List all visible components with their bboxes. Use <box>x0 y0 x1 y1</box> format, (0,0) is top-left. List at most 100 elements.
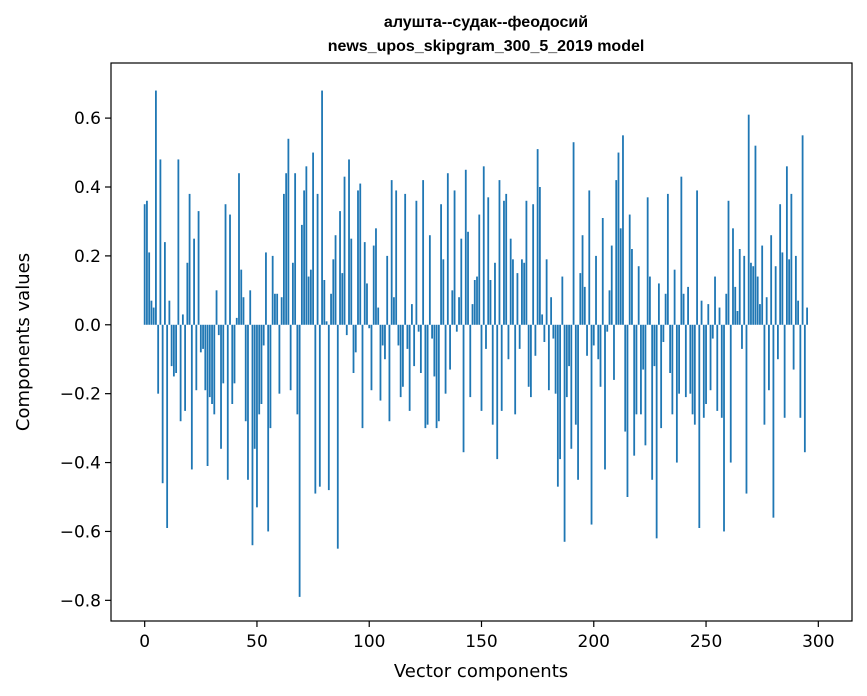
bar-5 <box>155 90 157 325</box>
bar-13 <box>172 324 175 377</box>
bar-122 <box>417 324 420 332</box>
bar-167 <box>518 324 521 349</box>
bar-117 <box>406 324 409 349</box>
bar-15 <box>177 159 180 325</box>
bar-193 <box>577 324 579 480</box>
bar-2 <box>148 252 151 325</box>
bar-178 <box>543 324 546 342</box>
bar-29 <box>208 324 211 398</box>
bar-33 <box>217 324 220 336</box>
x-tick-label: 200 <box>578 632 610 652</box>
x-axis: 0 50 100 150 200 250 300 <box>139 621 835 652</box>
bar-150 <box>480 324 483 411</box>
y-tick-label: −0.2 <box>60 385 101 405</box>
bar-144 <box>467 231 469 325</box>
bar-121 <box>415 200 418 325</box>
bar-226 <box>651 324 654 480</box>
bar-279 <box>770 235 773 325</box>
bar-61 <box>280 297 283 325</box>
bar-216 <box>628 214 631 325</box>
bar-220 <box>637 266 640 325</box>
bar-195 <box>581 235 584 325</box>
bar-131 <box>437 324 440 422</box>
y-tick-label: −0.6 <box>60 522 101 542</box>
bar-222 <box>642 324 645 370</box>
bar-215 <box>626 324 629 497</box>
bar-25 <box>199 324 202 353</box>
bar-283 <box>779 204 782 325</box>
bar-254 <box>714 276 716 325</box>
bar-47 <box>249 290 252 325</box>
bar-136 <box>449 324 451 370</box>
bar-192 <box>574 324 577 425</box>
bar-83 <box>330 293 332 325</box>
bar-101 <box>370 324 373 391</box>
bar-230 <box>660 324 663 429</box>
bar-266 <box>741 324 743 349</box>
bar-269 <box>747 114 750 325</box>
bar-111 <box>393 297 395 325</box>
bar-105 <box>379 324 382 401</box>
bar-14 <box>175 324 178 373</box>
bar-243 <box>689 324 692 394</box>
bar-6 <box>157 324 160 394</box>
bar-270 <box>750 262 752 325</box>
bar-17 <box>181 314 184 325</box>
bar-249 <box>702 324 705 418</box>
bar-217 <box>631 249 633 325</box>
bar-291 <box>797 300 800 325</box>
bar-194 <box>579 273 582 325</box>
bar-58 <box>274 293 276 325</box>
bar-171 <box>527 324 530 387</box>
y-axis-label: Components values <box>13 253 34 431</box>
x-axis-label: Vector components <box>394 661 568 682</box>
bar-22 <box>193 238 195 325</box>
bar-103 <box>375 228 377 325</box>
bar-170 <box>525 200 528 325</box>
bar-37 <box>226 324 229 480</box>
bar-158 <box>498 180 501 325</box>
bar-244 <box>691 324 694 415</box>
bar-205 <box>604 324 606 470</box>
bar-247 <box>698 324 701 528</box>
bar-41 <box>235 317 238 325</box>
bar-168 <box>521 259 523 325</box>
bar-148 <box>476 276 478 325</box>
bar-173 <box>532 204 535 325</box>
bar-45 <box>244 324 247 422</box>
bar-81 <box>325 321 328 325</box>
x-tick-label: 100 <box>353 632 385 652</box>
bar-88 <box>341 273 344 325</box>
bar-94 <box>354 324 357 353</box>
y-tick-label: 0.2 <box>74 247 101 267</box>
bar-146 <box>471 304 474 325</box>
bar-132 <box>440 204 442 325</box>
bar-40 <box>233 324 236 384</box>
bar-295 <box>806 307 808 325</box>
bar-155 <box>491 324 494 425</box>
bar-50 <box>256 324 258 508</box>
bar-164 <box>512 259 514 325</box>
bar-258 <box>723 324 725 532</box>
bar-38 <box>229 214 231 325</box>
bar-108 <box>386 255 389 325</box>
bar-165 <box>514 324 517 415</box>
bar-152 <box>485 324 487 349</box>
bar-77 <box>316 193 319 325</box>
bar-3 <box>150 300 153 325</box>
bar-147 <box>473 280 476 325</box>
bar-188 <box>565 324 568 398</box>
bar-159 <box>500 324 503 411</box>
bar-175 <box>536 149 539 325</box>
bar-114 <box>399 324 402 398</box>
chart-title-line-1: алушта--судак--феодосий <box>384 14 588 31</box>
bar-181 <box>550 297 553 325</box>
bar-172 <box>530 324 532 398</box>
bar-43 <box>240 269 243 325</box>
bar-251 <box>707 304 710 325</box>
bar-281 <box>774 266 777 325</box>
bar-138 <box>453 190 456 325</box>
bar-191 <box>572 142 575 325</box>
bar-113 <box>397 324 400 346</box>
